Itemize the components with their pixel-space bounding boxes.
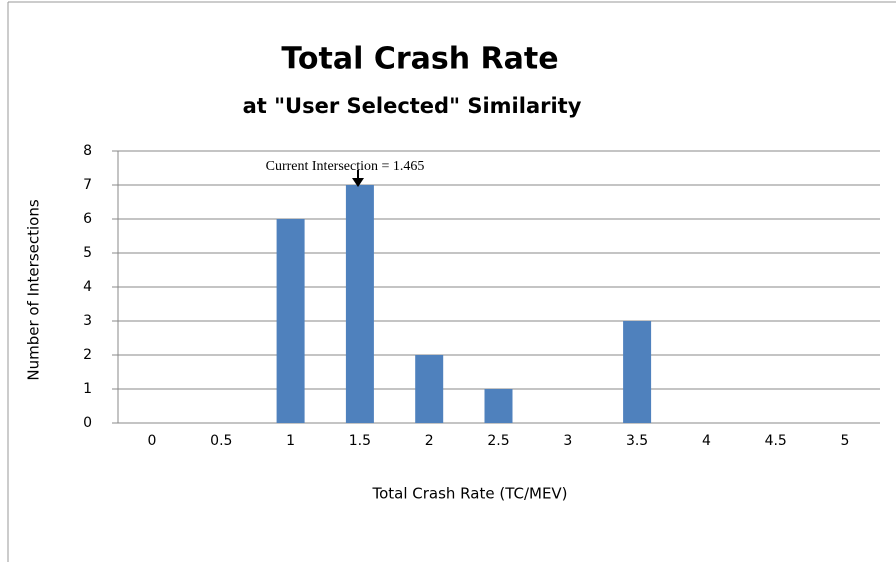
x-tick-label: 5 [841, 433, 850, 449]
y-tick-label: 1 [83, 381, 92, 397]
x-tick-label: 3 [563, 433, 572, 449]
chart-title: Total Crash Rate [281, 42, 558, 77]
bar [345, 185, 374, 423]
annotation: Current Intersection = 1.465 [266, 159, 425, 174]
y-tick-label: 3 [83, 313, 92, 329]
y-tick-label: 7 [83, 177, 92, 193]
x-tick-label: 2.5 [487, 433, 509, 449]
x-tick-label: 0.5 [210, 433, 232, 449]
y-tick-label: 4 [83, 279, 92, 295]
y-axis-label: Number of Intersections [25, 199, 43, 380]
x-tick-label: 4 [702, 433, 711, 449]
x-tick-label: 4.5 [765, 433, 787, 449]
y-tick-label: 6 [83, 211, 92, 227]
bar [276, 219, 305, 423]
annotation-box [226, 155, 484, 177]
x-tick-label: 1.5 [349, 433, 371, 449]
y-tick-label: 0 [83, 415, 92, 431]
bar [623, 321, 652, 423]
y-tick-label: 5 [83, 245, 92, 261]
bar [415, 355, 444, 423]
x-tick-label: 0 [148, 433, 157, 449]
x-tick-label: 2 [425, 433, 434, 449]
x-axis-label: Total Crash Rate (TC/MEV) [371, 485, 567, 503]
bar [484, 389, 513, 423]
annotation-arrowhead [352, 178, 364, 187]
x-tick-label: 1 [286, 433, 295, 449]
y-tick-label: 8 [83, 143, 92, 159]
chart-subtitle: at "User Selected" Similarity [243, 94, 582, 118]
plot-area: 0 1 2 3 4 5 6 7 8 0 0.5 1 1.5 2 2.5 3 3.5 4 4.5 5 [83, 143, 880, 449]
y-tick-label: 2 [83, 347, 92, 363]
x-tick-label: 3.5 [626, 433, 648, 449]
